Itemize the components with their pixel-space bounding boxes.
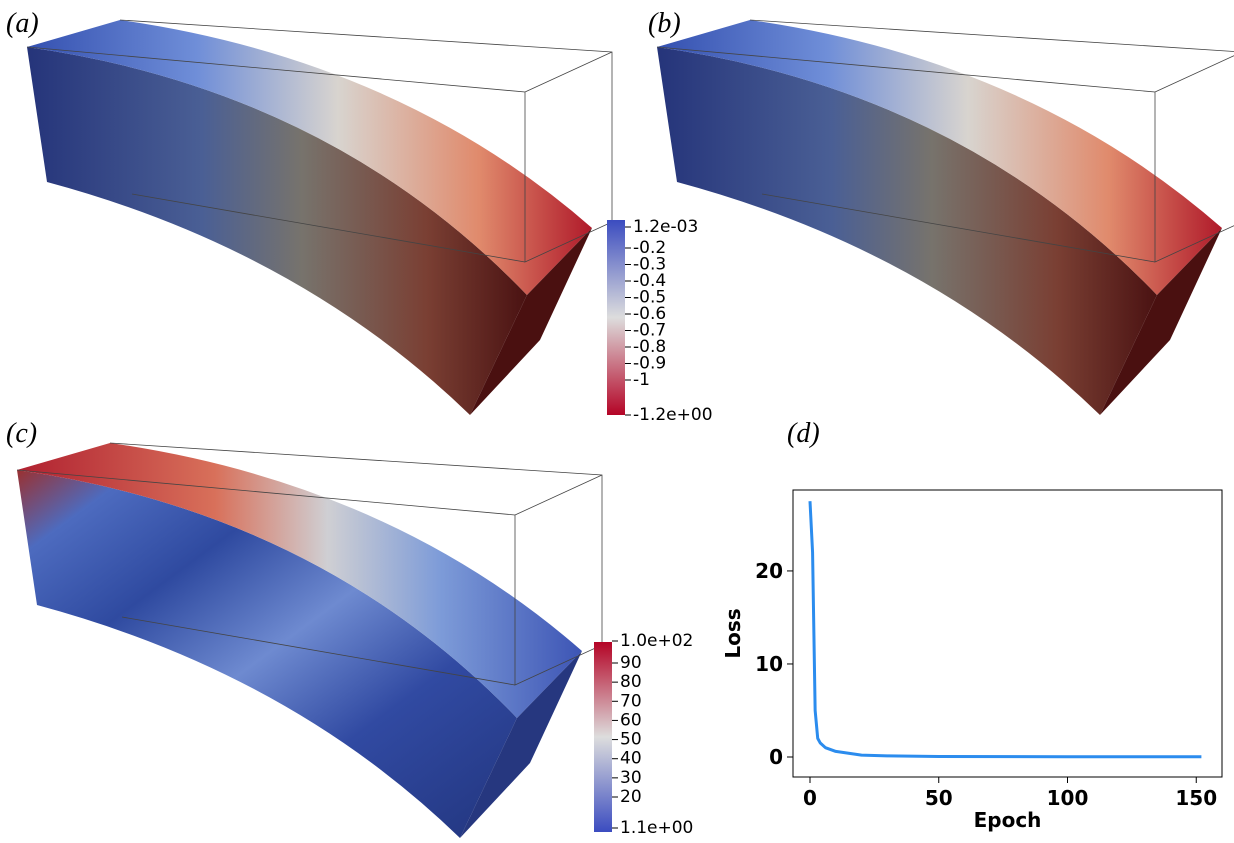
x-tick-label: 50 bbox=[925, 786, 953, 810]
panel-label: (d) bbox=[787, 418, 820, 449]
x-tick-label: 150 bbox=[1175, 786, 1217, 810]
colorbar-label: 90 bbox=[620, 653, 642, 673]
plot-frame bbox=[792, 489, 1223, 778]
colorbar-label: -0.7 bbox=[633, 321, 666, 341]
colorbar-label: -1 bbox=[633, 370, 650, 390]
x-tick-label: 100 bbox=[1047, 786, 1089, 810]
panel-label: (c) bbox=[6, 418, 37, 449]
y-tick-label: 10 bbox=[755, 652, 783, 676]
colorbar-label: 1.2e-03 bbox=[633, 217, 698, 237]
colorbar-label: -1.2e+00 bbox=[633, 405, 713, 425]
colorbar bbox=[594, 642, 612, 832]
colorbar-label: 50 bbox=[620, 730, 642, 750]
render-a bbox=[26, 19, 613, 415]
colorbar-label: 1.0e+02 bbox=[620, 631, 693, 651]
x-axis-label: Epoch bbox=[974, 808, 1042, 832]
y-tick-label: 20 bbox=[755, 559, 783, 583]
colorbar-label: 60 bbox=[620, 710, 642, 730]
loss-line bbox=[808, 501, 1202, 759]
panel-label: (a) bbox=[6, 8, 39, 39]
x-tick-label: 0 bbox=[803, 786, 817, 810]
colorbar-label: 80 bbox=[620, 672, 642, 692]
colorbar-label: -0.3 bbox=[633, 255, 666, 275]
colorbar-label: 1.1e+00 bbox=[620, 818, 693, 838]
y-axis-label: Loss bbox=[721, 608, 745, 658]
colorbar-label: 20 bbox=[620, 787, 642, 807]
colorbar-label: -0.2 bbox=[633, 238, 666, 258]
colorbar-label: -0.9 bbox=[633, 354, 666, 374]
render-b bbox=[656, 19, 1234, 415]
colorbar-label: -0.8 bbox=[633, 337, 666, 357]
render-c bbox=[16, 442, 603, 838]
colorbar-label: 70 bbox=[620, 691, 642, 711]
colorbar bbox=[607, 220, 625, 415]
colorbar-label: 30 bbox=[620, 768, 642, 788]
colorbar-label: -0.5 bbox=[633, 288, 666, 308]
colorbar-label: 40 bbox=[620, 749, 642, 769]
y-tick-label: 0 bbox=[769, 745, 783, 769]
colorbar-label: -0.4 bbox=[633, 271, 666, 291]
colorbar-label: -0.6 bbox=[633, 304, 666, 324]
panel-label: (b) bbox=[648, 8, 681, 39]
